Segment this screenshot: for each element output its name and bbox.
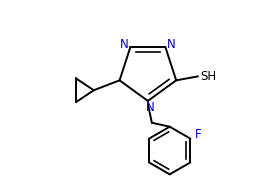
Text: F: F [195,128,201,141]
Text: N: N [120,38,129,51]
Text: N: N [167,38,176,51]
Text: SH: SH [200,70,216,83]
Text: N: N [145,101,154,114]
